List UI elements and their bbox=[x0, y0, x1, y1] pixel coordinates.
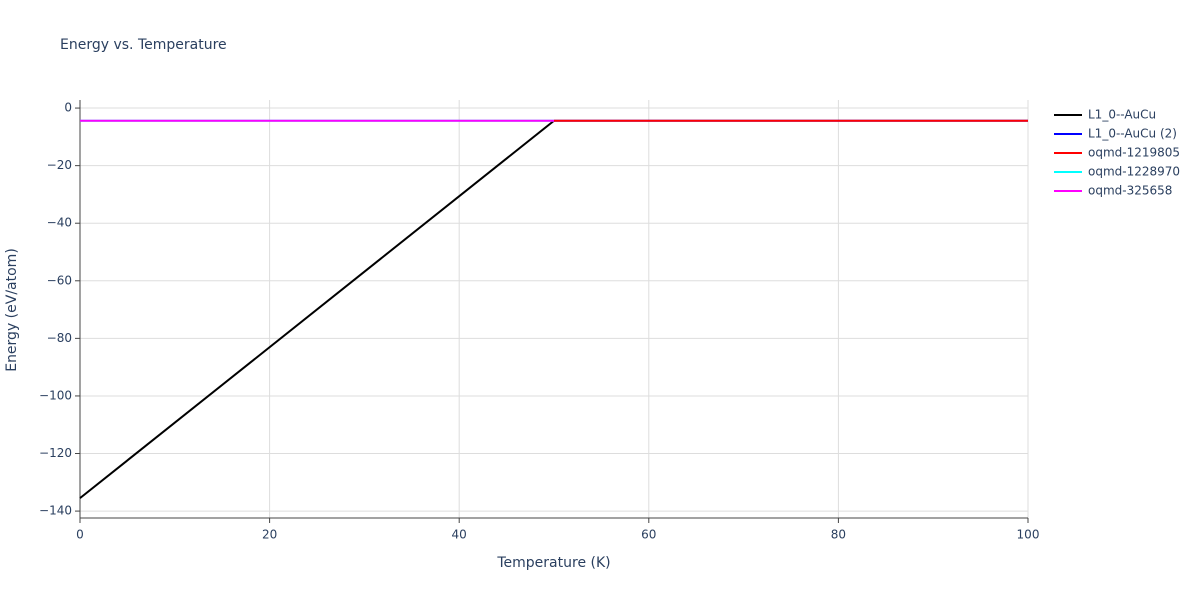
legend-label: oqmd-325658 bbox=[1088, 184, 1172, 198]
x-tick-label: 40 bbox=[452, 528, 467, 542]
y-axis-label: Energy (eV/atom) bbox=[4, 248, 20, 372]
x-tick-label: 60 bbox=[641, 528, 656, 542]
legend-label: L1_0--AuCu (2) bbox=[1088, 127, 1177, 141]
legend-label: oqmd-1219805 bbox=[1088, 146, 1180, 160]
y-tick-label: −120 bbox=[39, 446, 72, 460]
line bbox=[79, 119, 555, 499]
x-tick-label: 20 bbox=[262, 528, 277, 542]
x-tick-label: 0 bbox=[76, 528, 84, 542]
y-tick-label: −20 bbox=[47, 158, 72, 172]
y-tick-label: −140 bbox=[39, 504, 72, 518]
x-axis-label: Temperature (K) bbox=[496, 555, 610, 571]
y-tick-label: −40 bbox=[47, 216, 72, 230]
y-tick-label: −100 bbox=[39, 388, 72, 402]
y-tick-label: −60 bbox=[47, 273, 72, 287]
y-tick-label: −80 bbox=[47, 331, 72, 345]
x-tick-label: 80 bbox=[831, 528, 846, 542]
x-tick-label: 100 bbox=[1017, 528, 1040, 542]
chart-title: Energy vs. Temperature bbox=[60, 37, 227, 53]
y-tick-label: 0 bbox=[64, 101, 72, 115]
legend-label: oqmd-1228970 bbox=[1088, 165, 1180, 179]
legend-label: L1_0--AuCu bbox=[1088, 108, 1156, 122]
